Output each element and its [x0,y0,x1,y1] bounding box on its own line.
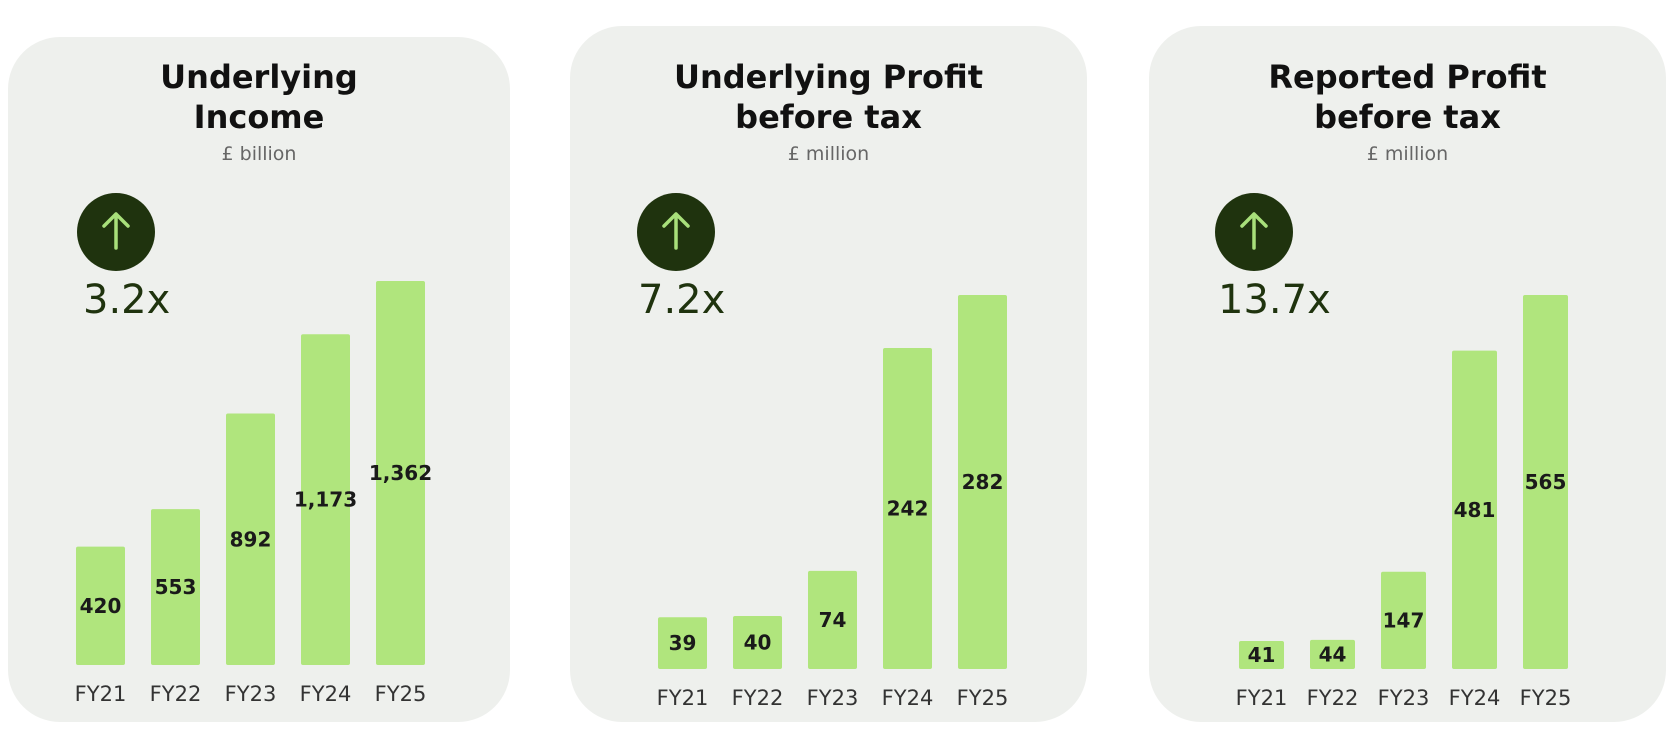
chart-unit: £ million [1366,143,1449,165]
bar-fy24 [301,334,350,665]
chart-card-underlying-income: Underlying Income £ billion 3.2x 420 FY21… [8,37,510,722]
bar-fy22 [151,509,200,665]
chart-unit: £ billion [221,143,297,165]
up-arrow-icon [1240,212,1268,250]
growth-multiplier: 7.2x [638,277,726,323]
bar-value-label: 1,362 [369,461,432,485]
bar-chart: 420 FY21 553 FY22 892 FY23 1,173 FY24 1,362 FY25 [75,281,432,706]
growth-multiplier: 13.7x [1218,277,1331,323]
bar-value-label: 481 [1454,498,1496,522]
bar-value-label: 242 [887,497,929,521]
bar-fy25 [376,281,425,665]
x-tick-label: FY21 [657,686,709,710]
x-tick-label: FY23 [807,686,859,710]
growth-multiplier: 3.2x [83,277,171,323]
chart-card-reported-profit: Reported Profit before tax £ million 13.… [1149,26,1666,722]
bar-value-label: 39 [669,631,697,655]
bar-fy24 [883,348,932,669]
bar-value-label: 282 [962,470,1004,494]
bar-fy22 [1310,639,1355,669]
bar-fy23 [226,413,275,665]
growth-badge [1215,193,1293,271]
x-tick-label: FY24 [1449,686,1501,710]
bar-fy21 [76,546,125,665]
up-arrow-icon [662,212,690,250]
bar-value-label: 565 [1525,470,1567,494]
bar-chart: 39 FY21 40 FY22 74 FY23 242 FY24 282 FY25 [657,295,1009,710]
bar-fy21 [658,617,707,669]
x-tick-label: FY25 [375,682,427,706]
growth-badge [637,193,715,271]
x-tick-label: FY25 [957,686,1009,710]
bar-value-label: 892 [230,527,272,551]
x-tick-label: FY24 [882,686,934,710]
x-tick-label: FY25 [1520,686,1572,710]
x-tick-label: FY22 [1307,686,1359,710]
bar-fy23 [1381,571,1426,669]
bar-value-label: 553 [155,575,197,599]
bar-value-label: 44 [1319,642,1347,666]
bar-value-label: 41 [1248,643,1276,667]
growth-badge [77,193,155,271]
up-arrow-icon [102,212,130,250]
chart-unit: £ million [787,143,870,165]
bar-fy24 [1452,350,1497,669]
bar-fy25 [958,295,1007,669]
chart-title: Reported Profit before tax [1268,58,1547,136]
bar-fy22 [733,615,782,669]
bar-value-label: 74 [819,608,847,632]
bar-value-label: 1,173 [294,488,357,512]
bar-value-label: 147 [1383,608,1425,632]
bar-fy25 [1523,295,1568,669]
chart-title: Underlying Profit before tax [673,58,983,136]
bar-value-label: 420 [80,594,122,618]
bar-fy23 [808,570,857,669]
x-tick-label: FY21 [75,682,127,706]
x-tick-label: FY22 [732,686,784,710]
x-tick-label: FY22 [150,682,202,706]
x-tick-label: FY21 [1236,686,1288,710]
chart-card-underlying-profit: Underlying Profit before tax £ million 7… [570,26,1087,722]
x-tick-label: FY24 [300,682,352,706]
chart-title: Underlying Income [160,58,358,136]
x-tick-label: FY23 [1378,686,1430,710]
bar-fy21 [1239,641,1284,669]
x-tick-label: FY23 [225,682,277,706]
bar-value-label: 40 [744,630,772,654]
bar-chart: 41 FY21 44 FY22 147 FY23 481 FY24 565 FY25 [1236,295,1572,710]
